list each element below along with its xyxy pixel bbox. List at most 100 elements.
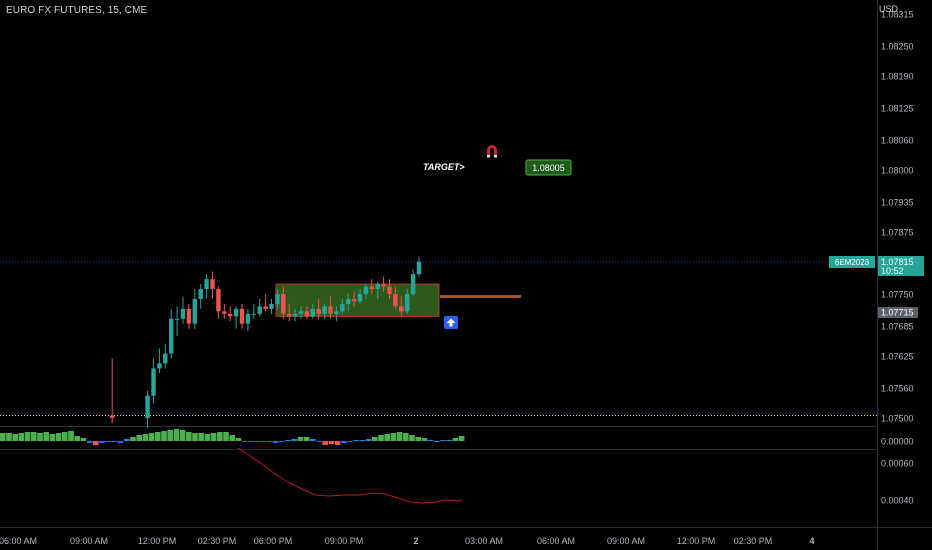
candle-body — [310, 308, 315, 317]
histogram-bar — [390, 433, 397, 441]
candle-body — [110, 415, 115, 418]
histogram-bar — [62, 432, 68, 441]
price-axis[interactable]: 1.08315 1.08250 1.08190 1.08125 1.08060 1.080… — [881, 9, 914, 423]
histogram-bar — [248, 441, 254, 442]
time-axis[interactable]: 06:00 AM 09:00 AM 12:00 PM 02:30 PM 06:00 PM… — [0, 536, 815, 546]
histogram-bar — [440, 440, 446, 441]
histogram-bar — [235, 438, 242, 441]
price-tick: 1.08000 — [881, 166, 914, 176]
level-price-badge[interactable]: 1.07715 — [878, 307, 918, 318]
candle-body — [328, 306, 333, 314]
histogram-bar — [260, 441, 266, 442]
time-tick: 12:00 PM — [138, 536, 177, 546]
histogram-bar — [12, 434, 18, 441]
price-tick: 1.07500 — [881, 414, 914, 424]
histogram-bar — [37, 433, 43, 441]
time-tick: 09:00 AM — [70, 536, 108, 546]
histogram-bar — [18, 433, 25, 441]
candle-body — [340, 303, 345, 312]
target-price-badge[interactable]: 1.08005 — [525, 159, 572, 176]
price-tick: 1.07685 — [881, 322, 914, 332]
histogram-bar — [155, 432, 161, 441]
candle-body — [180, 308, 186, 319]
histogram-bar — [427, 440, 434, 441]
time-tick: 02:30 PM — [198, 536, 237, 546]
histogram-bar — [179, 430, 186, 441]
candle-body — [228, 313, 233, 317]
candle-body — [198, 289, 203, 299]
last-price: 1.07815 — [881, 257, 914, 267]
histogram-bar — [74, 436, 80, 441]
target-label[interactable]: TARGET> — [423, 162, 465, 172]
histogram-bar — [192, 433, 198, 441]
candle-body — [216, 289, 221, 312]
candle-body — [281, 294, 286, 314]
histogram-bar — [291, 439, 297, 441]
candle-body — [363, 286, 369, 294]
histogram-bar — [347, 441, 353, 442]
candle-body — [151, 368, 156, 396]
histogram-bar — [24, 432, 31, 441]
time-tick: 03:00 AM — [465, 536, 503, 546]
candle-body — [381, 284, 386, 287]
target-price: 1.08005 — [532, 163, 565, 173]
time-tick: 12:00 PM — [677, 536, 716, 546]
candle-body — [304, 311, 310, 317]
histogram-bar — [353, 440, 359, 441]
currency-label[interactable]: USD — [878, 4, 898, 14]
level-price: 1.07715 — [881, 308, 914, 318]
histogram-bar — [279, 441, 285, 442]
symbol-badge[interactable]: 6EM2023 — [829, 256, 875, 268]
price-tick: 1.08250 — [881, 42, 914, 52]
histogram-bar — [117, 441, 124, 443]
histogram-bar — [272, 441, 279, 443]
histogram-bar — [210, 433, 217, 441]
histogram-bar — [458, 436, 465, 441]
level-lines[interactable] — [0, 261, 877, 417]
candle-body — [245, 313, 251, 324]
histogram-bar — [229, 435, 235, 441]
histogram-bar — [43, 432, 49, 441]
candle-body — [204, 279, 209, 290]
histogram-bar — [403, 433, 409, 441]
candle-body — [292, 313, 298, 317]
candle-body — [357, 294, 363, 302]
candle-body — [145, 395, 150, 418]
candle-body — [174, 318, 180, 320]
price-tick: 1.08190 — [881, 71, 914, 81]
last-price-badge[interactable]: 1.07815 10:52 — [878, 256, 924, 276]
time-tick: 06:00 AM — [537, 536, 575, 546]
histogram-bar — [86, 441, 93, 443]
histogram-bar — [136, 435, 142, 441]
histogram-bar — [49, 434, 56, 441]
time-tick: 06:00 PM — [254, 536, 293, 546]
time-tick: 09:00 AM — [607, 536, 645, 546]
candle-body — [192, 298, 197, 324]
histogram-bar — [161, 431, 167, 441]
time-tick: 4 — [809, 536, 814, 546]
histogram-bar — [130, 437, 136, 441]
price-tick: 1.07625 — [881, 352, 914, 362]
candle-body — [387, 286, 392, 294]
histogram-bar — [254, 441, 260, 442]
indicator2-tick: 0.00040 — [881, 496, 914, 506]
indicator2-tick: 0.00060 — [881, 459, 914, 469]
magnet-icon[interactable] — [487, 145, 497, 158]
time-tick: 06:00 AM — [0, 536, 37, 546]
histogram-bar — [68, 431, 74, 441]
histogram-bar — [266, 441, 273, 442]
histogram-bar — [434, 441, 440, 442]
candle-body — [163, 353, 168, 364]
histogram-bar — [316, 441, 322, 442]
histogram-bar — [99, 441, 105, 443]
candle-body — [157, 363, 162, 369]
histogram-bar — [93, 441, 99, 445]
candle-body — [233, 308, 239, 317]
histogram-bar — [372, 437, 378, 441]
candle-body — [287, 313, 292, 317]
arrow-up-icon[interactable] — [444, 316, 458, 329]
time-tick: 02:30 PM — [734, 536, 773, 546]
symbol-title[interactable]: EURO FX FUTURES, 15, CME — [6, 5, 148, 16]
histogram-bar — [415, 437, 421, 441]
